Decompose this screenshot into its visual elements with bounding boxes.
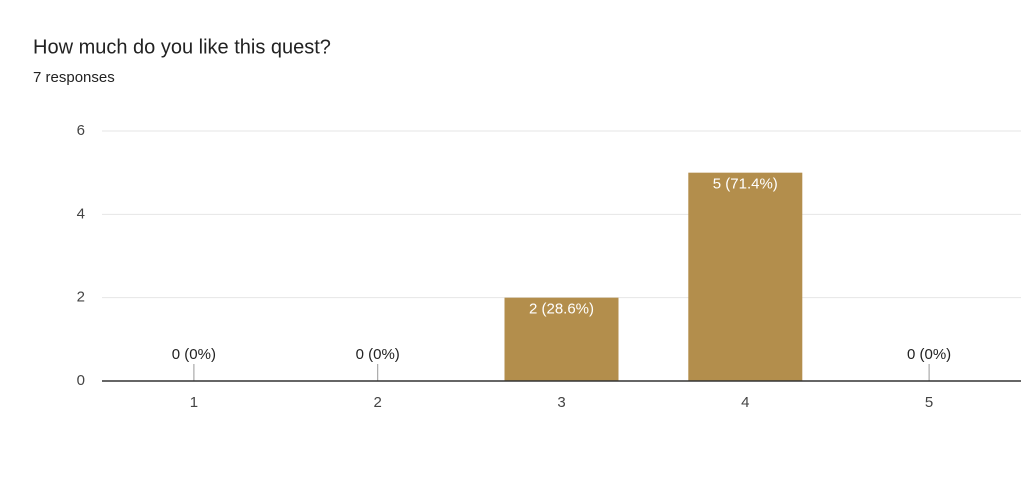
value-label: 0 (0%) — [356, 346, 400, 363]
x-tick-label: 3 — [557, 394, 565, 411]
value-label: 0 (0%) — [172, 346, 216, 363]
value-label: 2 (28.6%) — [529, 301, 594, 318]
y-tick-label: 6 — [77, 122, 85, 139]
x-tick-label: 5 — [925, 394, 933, 411]
chart-title: How much do you like this quest? — [33, 36, 331, 58]
x-tick-label: 2 — [374, 394, 382, 411]
x-tick-label: 1 — [190, 394, 198, 411]
chart-subtitle: 7 responses — [33, 69, 115, 86]
y-tick-label: 4 — [77, 205, 85, 222]
y-tick-label: 2 — [77, 289, 85, 306]
y-tick-label: 0 — [77, 372, 85, 389]
x-tick-label: 4 — [741, 394, 749, 411]
value-label: 5 (71.4%) — [713, 176, 778, 193]
bar — [504, 297, 619, 381]
bar — [688, 172, 803, 381]
value-label: 0 (0%) — [907, 346, 951, 363]
